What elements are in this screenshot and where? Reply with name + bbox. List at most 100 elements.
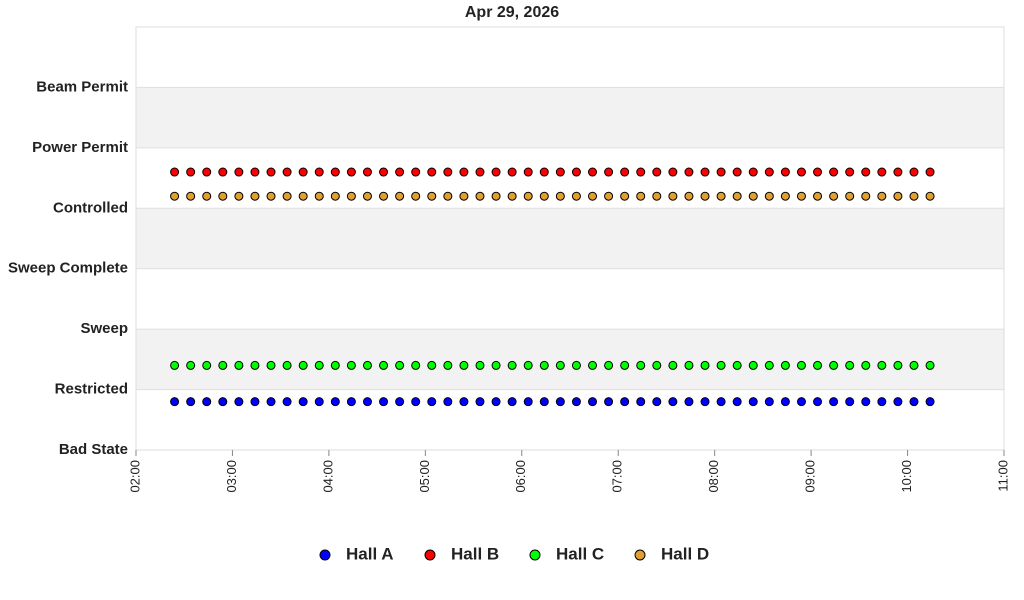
point	[395, 397, 405, 407]
point	[298, 397, 308, 407]
point	[604, 397, 614, 407]
point	[282, 397, 292, 407]
point	[427, 191, 437, 201]
point	[475, 397, 485, 407]
x-tick-label: 07:00	[610, 460, 625, 493]
point	[362, 360, 372, 370]
point	[571, 167, 581, 177]
point	[652, 360, 662, 370]
point	[877, 191, 887, 201]
point	[170, 397, 180, 407]
band	[136, 87, 1004, 148]
point	[555, 360, 565, 370]
point	[202, 397, 212, 407]
point	[636, 397, 646, 407]
point	[604, 191, 614, 201]
point	[764, 397, 774, 407]
point	[346, 360, 356, 370]
point	[170, 191, 180, 201]
point	[346, 191, 356, 201]
point	[282, 167, 292, 177]
point	[186, 397, 196, 407]
legend-marker	[634, 549, 646, 561]
x-tick-label: 09:00	[803, 460, 818, 493]
point	[571, 397, 581, 407]
point	[829, 191, 839, 201]
point	[764, 191, 774, 201]
point	[202, 167, 212, 177]
point	[266, 360, 276, 370]
point	[218, 191, 228, 201]
point	[507, 360, 517, 370]
point	[427, 360, 437, 370]
point	[170, 360, 180, 370]
point	[202, 360, 212, 370]
band	[136, 329, 1004, 390]
point	[411, 191, 421, 201]
point	[716, 360, 726, 370]
point	[234, 167, 244, 177]
point	[314, 167, 324, 177]
point	[234, 397, 244, 407]
point	[620, 397, 630, 407]
point	[491, 397, 501, 407]
point	[877, 360, 887, 370]
point	[893, 167, 903, 177]
point	[780, 167, 790, 177]
point	[588, 397, 598, 407]
point	[845, 167, 855, 177]
point	[507, 167, 517, 177]
point	[539, 191, 549, 201]
point	[652, 167, 662, 177]
point	[845, 397, 855, 407]
point	[539, 397, 549, 407]
point	[459, 167, 469, 177]
point	[330, 191, 340, 201]
point	[282, 360, 292, 370]
point	[523, 191, 533, 201]
point	[379, 397, 389, 407]
point	[523, 397, 533, 407]
point	[925, 397, 935, 407]
y-tick-label: Sweep Complete	[8, 260, 128, 277]
point	[748, 360, 758, 370]
point	[362, 167, 372, 177]
x-tick-label: 02:00	[127, 460, 142, 493]
point	[186, 360, 196, 370]
point	[796, 360, 806, 370]
point	[700, 360, 710, 370]
point	[427, 167, 437, 177]
point	[813, 167, 823, 177]
point	[668, 397, 678, 407]
point	[893, 191, 903, 201]
point	[459, 360, 469, 370]
point	[716, 191, 726, 201]
legend-marker	[319, 549, 331, 561]
point	[700, 167, 710, 177]
point	[909, 167, 919, 177]
point	[700, 191, 710, 201]
point	[330, 397, 340, 407]
point	[829, 397, 839, 407]
point	[314, 360, 324, 370]
point	[555, 397, 565, 407]
point	[379, 167, 389, 177]
point	[539, 360, 549, 370]
point	[186, 167, 196, 177]
point	[877, 167, 887, 177]
point	[909, 191, 919, 201]
point	[523, 360, 533, 370]
point	[539, 167, 549, 177]
point	[186, 191, 196, 201]
point	[250, 167, 260, 177]
y-tick-label: Power Permit	[32, 139, 128, 156]
point	[362, 397, 372, 407]
point	[411, 360, 421, 370]
point	[395, 191, 405, 201]
point	[620, 191, 630, 201]
point	[314, 397, 324, 407]
point	[684, 360, 694, 370]
point	[411, 397, 421, 407]
point	[218, 360, 228, 370]
x-tick-label: 08:00	[706, 460, 721, 493]
